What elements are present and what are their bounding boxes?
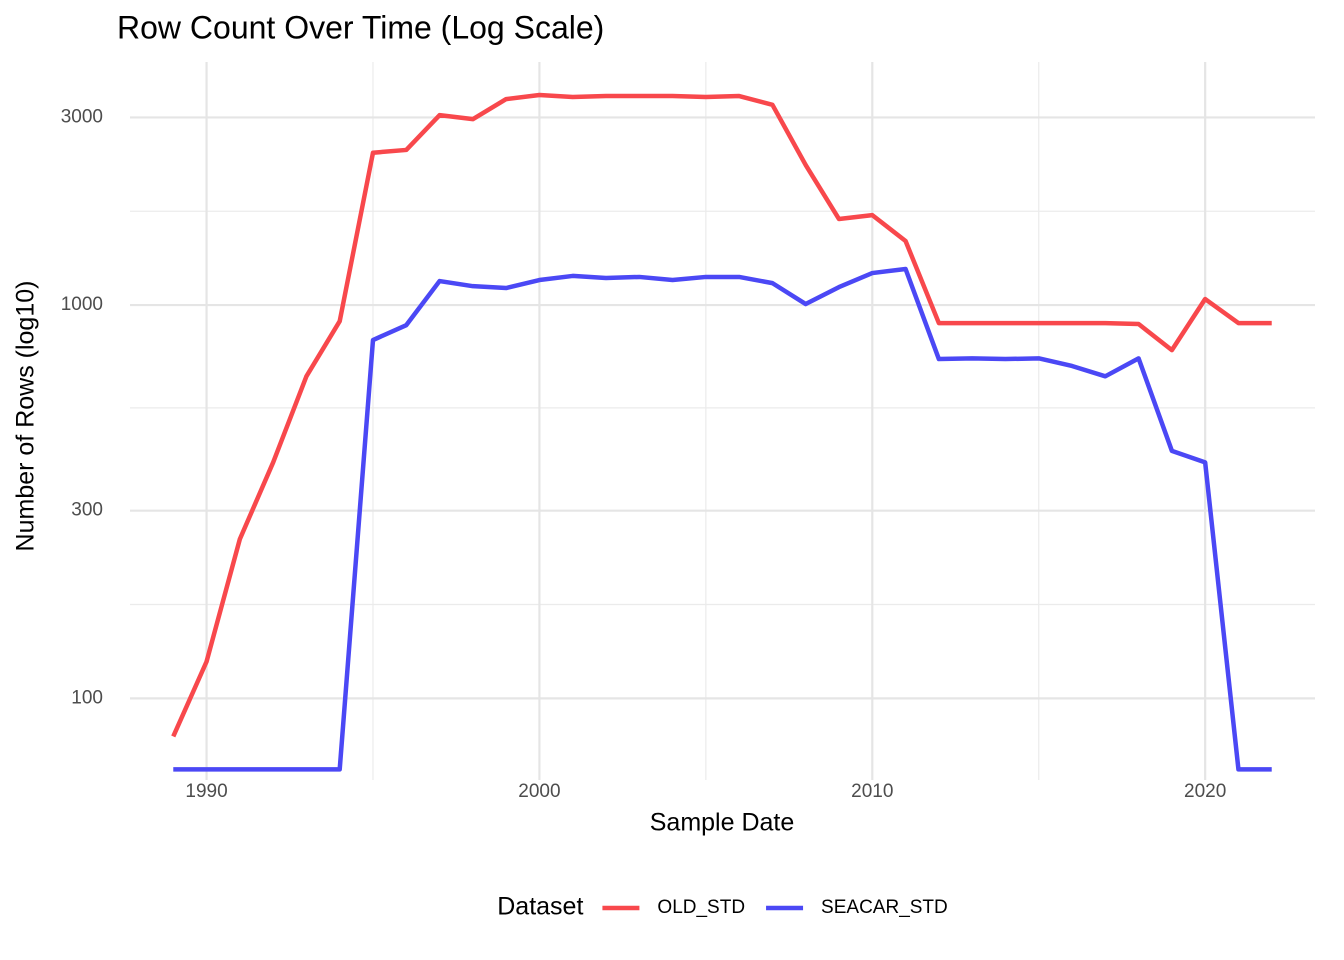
x-axis-title: Sample Date (650, 809, 795, 837)
y-axis-title: Number of Rows (log10) (12, 281, 40, 552)
data-line (173, 266, 1272, 772)
y-tick-label: 300 (71, 500, 103, 521)
legend: Dataset OLD_STD SEACAR_STD (497, 893, 948, 921)
y-tick-label: 100 (71, 687, 103, 708)
data-line (171, 92, 1272, 738)
y-tick-label: 1000 (61, 294, 103, 315)
chart-title: Row Count Over Time (Log Scale) (117, 9, 604, 45)
x-tick-label: 2000 (518, 781, 560, 802)
legend-title: Dataset (497, 893, 583, 921)
x-tick-label: 1990 (185, 781, 227, 802)
x-tick-label: 2010 (851, 781, 893, 802)
legend-label: SEACAR_STD (821, 897, 948, 918)
grid (130, 62, 1315, 780)
y-tick-label: 3000 (61, 106, 103, 127)
x-tick-label: 2020 (1184, 781, 1226, 802)
legend-label: OLD_STD (657, 897, 745, 918)
